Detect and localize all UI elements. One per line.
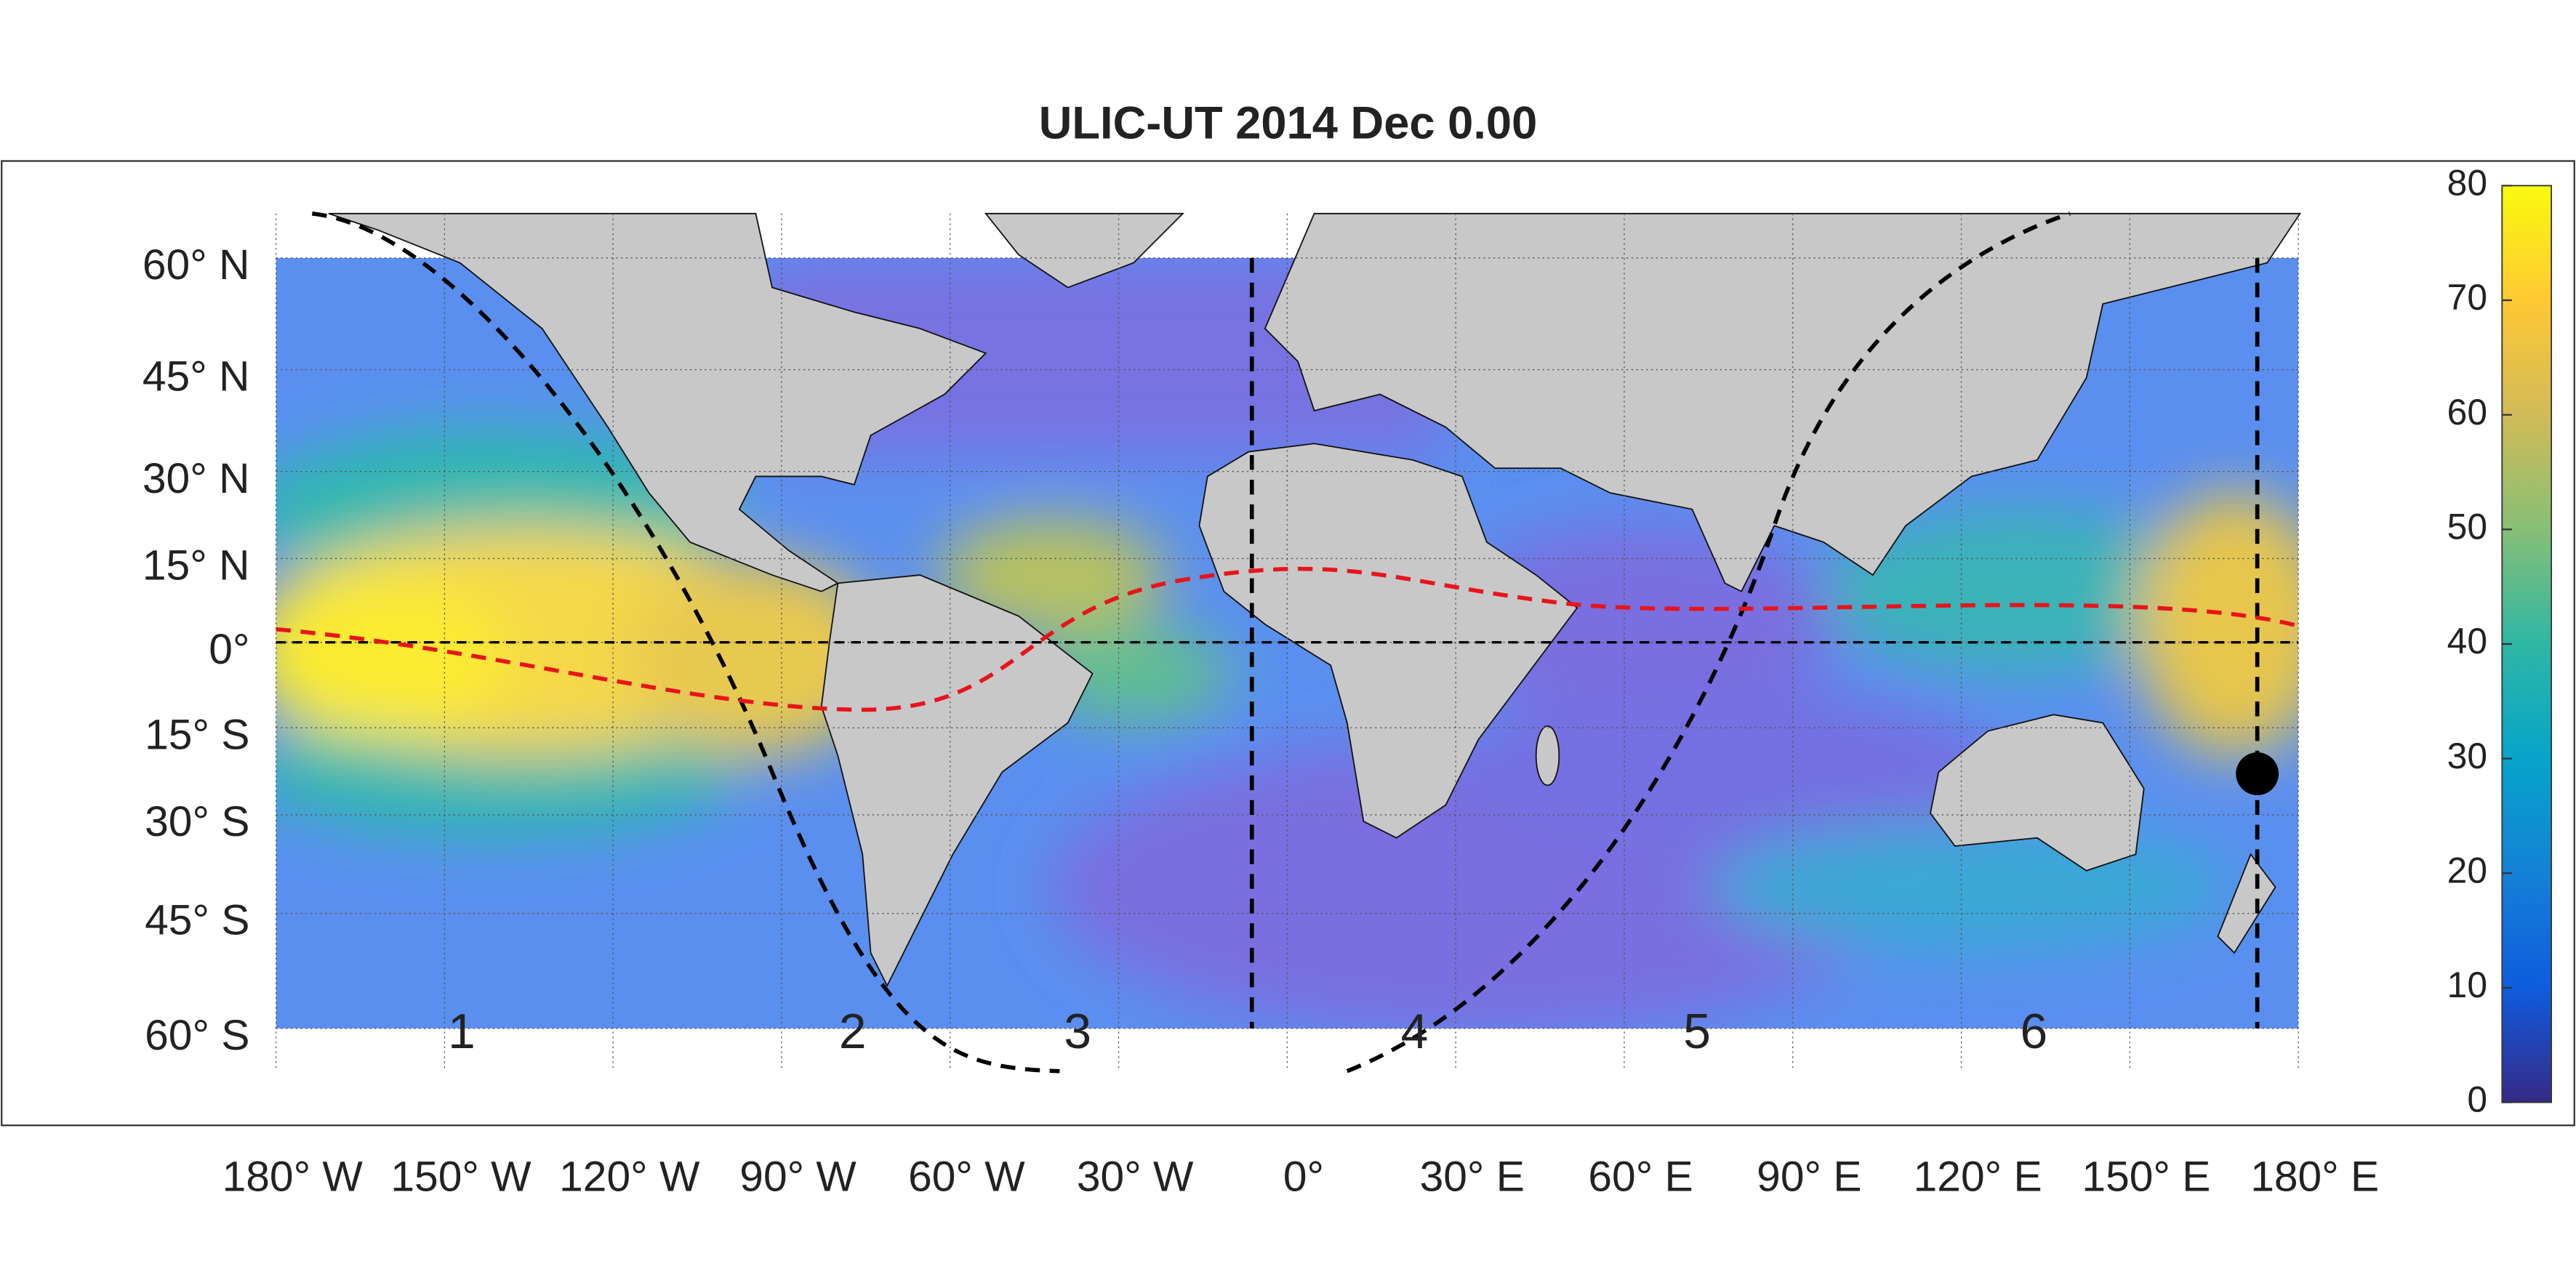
latitude-label: 15° S [145, 711, 249, 758]
latitude-label: 30° S [145, 798, 249, 845]
longitude-label: 60° E [1588, 1153, 1693, 1200]
longitude-label: 120° E [1914, 1153, 2042, 1200]
frame [1, 160, 2575, 1127]
region-label: 2 [839, 1005, 867, 1059]
latitude-label: 15° N [143, 542, 250, 589]
longitude-label: 90° W [739, 1153, 856, 1200]
latitude-label: 30° N [143, 455, 250, 502]
longitude-label: 150° W [390, 1153, 531, 1200]
land [328, 212, 2302, 988]
longitude-label: 30° W [1077, 1153, 1194, 1200]
region-label: 3 [1064, 1005, 1091, 1059]
longitude-label: 180° E [2250, 1153, 2379, 1200]
colorbar-tick-label: 30 [2447, 736, 2487, 776]
latitude-label: 0° [209, 626, 249, 673]
colorbar-tick-label: 40 [2447, 621, 2487, 661]
longitude-label: 180° W [222, 1153, 364, 1200]
colorbar-tick-label: 80 [2447, 163, 2487, 204]
colorbar-tick-label: 20 [2447, 850, 2487, 890]
colorbar-tick-label: 70 [2447, 277, 2487, 318]
latitude-label: 60° N [143, 241, 250, 289]
colorbar-tick-label: 0 [2467, 1079, 2487, 1120]
colorbar-tick-label: 10 [2447, 965, 2487, 1005]
longitude-label: 150° E [2082, 1153, 2210, 1200]
colorbar-tick-label: 50 [2447, 506, 2487, 547]
region-label: 5 [1683, 1005, 1711, 1059]
latitude-label: 45° S [145, 897, 249, 944]
region-label: 4 [1401, 1005, 1429, 1059]
region-label: 6 [2020, 1005, 2047, 1059]
longitude-label: 120° W [559, 1153, 700, 1200]
overlay-lines [276, 212, 2299, 1074]
latitude-label: 60° S [145, 1012, 249, 1059]
colorbar-tick-label: 60 [2447, 392, 2487, 432]
longitude-label: 60° W [908, 1153, 1025, 1200]
marker [2236, 752, 2279, 795]
longitude-label: 90° E [1757, 1153, 1861, 1200]
latitude-label: 45° N [143, 353, 250, 401]
title: ULIC-UT 2014 Dec 0.00 [1039, 98, 1538, 149]
longitude-label: 0° [1283, 1153, 1324, 1200]
region-label: 1 [448, 1005, 476, 1059]
longitude-label: 30° E [1420, 1153, 1525, 1200]
